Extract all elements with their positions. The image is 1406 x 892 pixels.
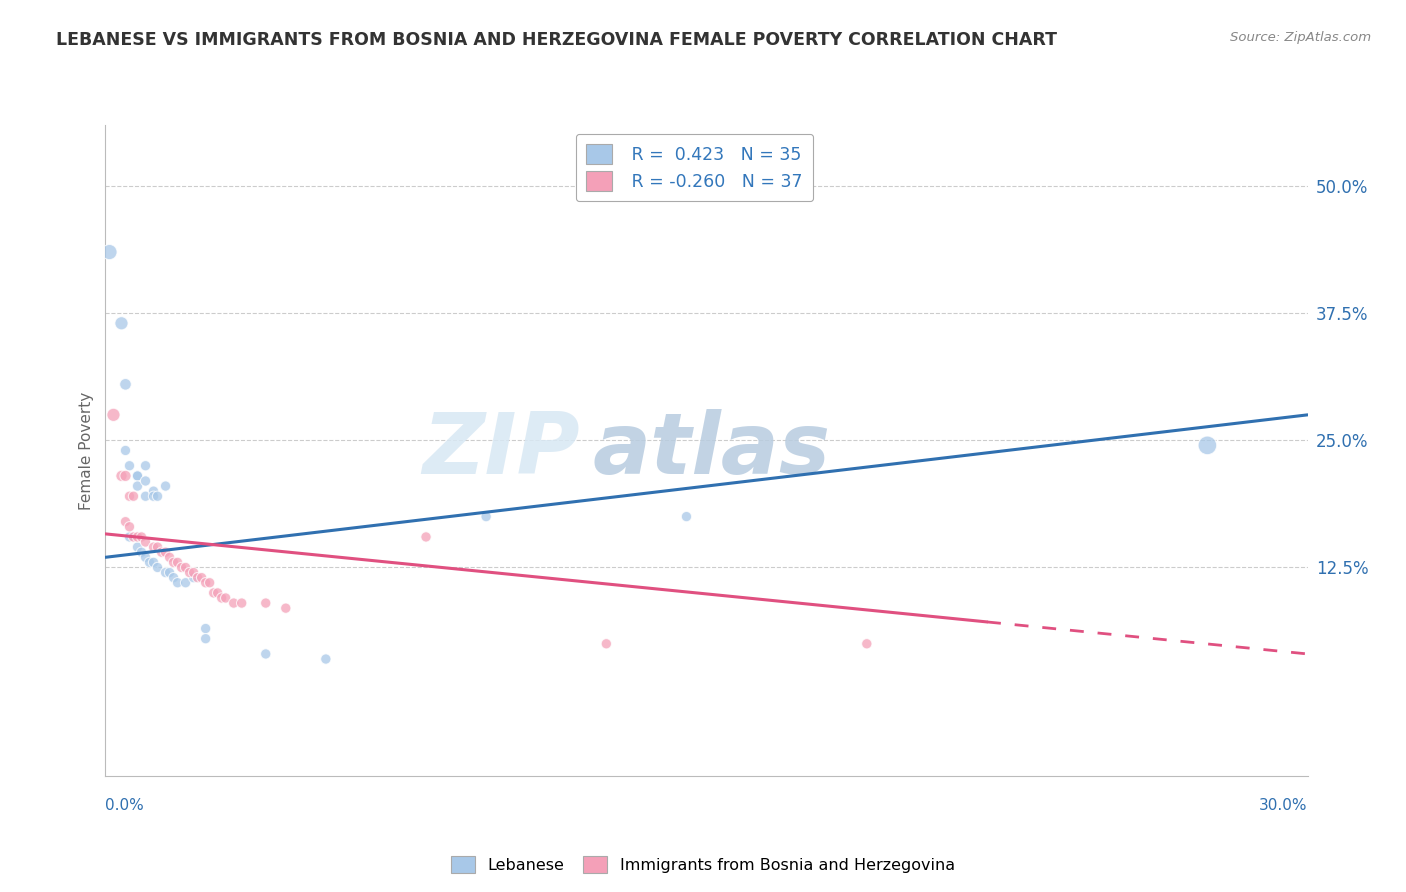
Text: Source: ZipAtlas.com: Source: ZipAtlas.com (1230, 31, 1371, 45)
Y-axis label: Female Poverty: Female Poverty (79, 392, 94, 509)
Legend: Lebanese, Immigrants from Bosnia and Herzegovina: Lebanese, Immigrants from Bosnia and Her… (444, 849, 962, 880)
Point (155, 566, 177, 580)
Point (131, 545, 153, 559)
Text: atlas: atlas (592, 409, 831, 492)
Point (142, 555, 165, 569)
Point (190, 571, 212, 585)
Point (159, 566, 181, 580)
Point (475, 509, 498, 524)
Point (118, 458, 141, 473)
Point (146, 560, 169, 574)
Point (162, 571, 184, 585)
Point (595, 637, 617, 651)
Point (231, 596, 253, 610)
Point (194, 622, 217, 636)
Point (214, 591, 236, 605)
Point (127, 540, 149, 554)
Point (254, 647, 277, 661)
Point (114, 469, 136, 483)
Point (183, 566, 205, 580)
Point (187, 571, 209, 585)
Point (127, 469, 149, 483)
Point (110, 469, 132, 483)
Point (110, 316, 132, 330)
Point (118, 489, 141, 503)
Point (166, 575, 188, 590)
Point (211, 591, 233, 605)
Text: 30.0%: 30.0% (1260, 798, 1308, 814)
Point (138, 555, 160, 569)
Point (202, 586, 225, 600)
Point (122, 530, 145, 544)
Point (222, 596, 245, 610)
Point (114, 443, 136, 458)
Point (127, 479, 149, 493)
Point (135, 489, 157, 503)
Point (103, 408, 125, 422)
Text: 0.0%: 0.0% (105, 798, 145, 814)
Point (198, 575, 221, 590)
Point (98, 245, 121, 260)
Point (179, 566, 201, 580)
Point (194, 575, 217, 590)
Point (150, 545, 173, 559)
Point (114, 515, 136, 529)
Point (174, 575, 197, 590)
Point (118, 530, 141, 544)
Point (415, 530, 437, 544)
Point (155, 479, 177, 493)
Point (1197, 438, 1219, 452)
Point (207, 586, 229, 600)
Text: LEBANESE VS IMMIGRANTS FROM BOSNIA AND HERZEGOVINA FEMALE POVERTY CORRELATION CH: LEBANESE VS IMMIGRANTS FROM BOSNIA AND H… (56, 31, 1057, 49)
Point (135, 550, 157, 565)
Point (146, 489, 169, 503)
Point (135, 458, 157, 473)
Point (274, 601, 297, 615)
Point (174, 560, 197, 574)
Point (855, 637, 877, 651)
Point (142, 489, 165, 503)
Point (114, 377, 136, 392)
Point (146, 540, 169, 554)
Point (166, 555, 188, 569)
Legend:  R =  0.423   N = 35,  R = -0.260   N = 37: R = 0.423 N = 35, R = -0.260 N = 37 (576, 134, 813, 202)
Point (162, 555, 184, 569)
Point (135, 474, 157, 488)
Point (142, 484, 165, 499)
Point (159, 550, 181, 565)
Point (194, 632, 217, 646)
Point (131, 530, 153, 544)
Point (122, 489, 145, 503)
Point (127, 530, 149, 544)
Point (183, 571, 205, 585)
Point (127, 469, 149, 483)
Text: ZIP: ZIP (423, 409, 581, 492)
Point (254, 596, 277, 610)
Point (142, 540, 165, 554)
Point (315, 652, 337, 666)
Point (170, 560, 193, 574)
Point (675, 509, 697, 524)
Point (118, 520, 141, 534)
Point (155, 545, 177, 559)
Point (135, 535, 157, 549)
